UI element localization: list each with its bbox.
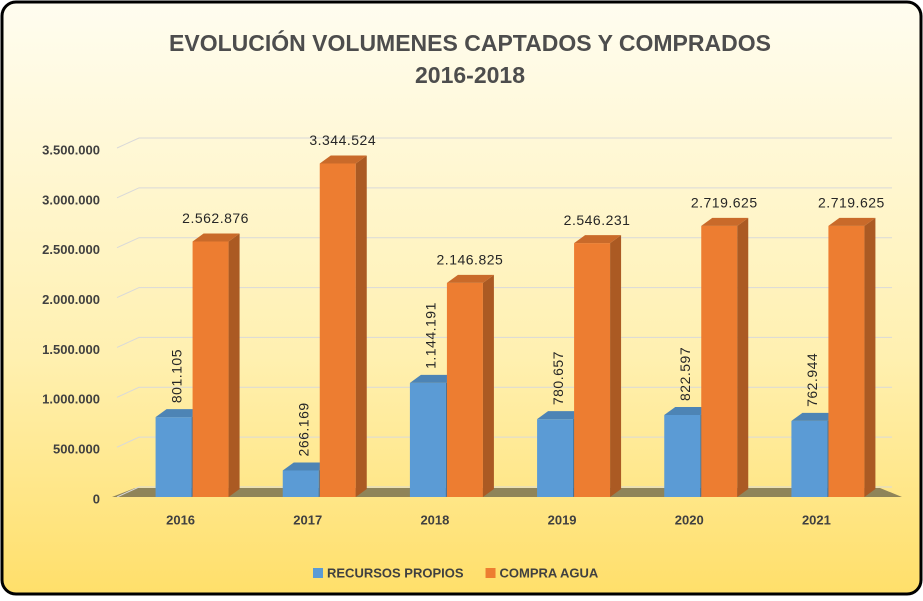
x-tick-label: 2020 [675,512,704,527]
bar-top [282,462,330,471]
bar [446,282,483,497]
data-label: 266.169 [295,402,311,456]
bar [409,382,446,497]
bar-top [409,374,457,383]
grid-line [116,436,892,448]
bar [574,243,611,497]
x-tick-label: 2016 [166,512,195,527]
data-label: 1.144.191 [423,302,439,369]
grid-line [116,336,892,348]
bar-side [355,155,367,497]
bar [664,414,701,497]
bar-top [791,412,839,421]
data-label: 2.546.231 [564,212,631,228]
grid-line [116,137,892,149]
bar-side [482,274,494,497]
bar-top [319,155,367,164]
data-label: 762.944 [804,353,820,407]
grid-line [116,486,892,498]
data-label: 3.344.524 [309,132,376,148]
x-tick-label: 2021 [802,512,831,527]
chart-title: EVOLUCIÓN VOLUMENES CAPTADOS Y COMPRADOS [169,29,771,56]
data-label: 780.657 [550,351,566,405]
data-label: 801.105 [168,349,184,403]
bar-side [737,217,749,498]
bar-top [701,217,749,226]
grid-line [116,386,892,398]
data-label: 2.146.825 [437,252,504,268]
y-tick-label: 0 [93,491,100,506]
bar [828,225,865,498]
bar-top [192,233,240,242]
y-tick-label: 3.500.000 [42,142,100,157]
bar-top [537,411,585,420]
bar-top [155,409,203,418]
bar-top [664,406,712,415]
legend-label: RECURSOS PROPIOS [327,565,464,580]
bar [791,420,828,497]
data-label: 2.719.625 [691,195,758,211]
bar [537,419,574,497]
y-tick-label: 2.500.000 [42,242,100,257]
data-label: 2.719.625 [818,195,885,211]
x-tick-label: 2018 [420,512,449,527]
grid-line [116,187,892,199]
legend-swatch [313,568,323,578]
data-label: 2.562.876 [182,210,249,226]
bar [319,163,356,497]
y-tick-label: 1.000.000 [42,392,100,407]
y-tick-label: 3.000.000 [42,192,100,207]
bar-side [228,233,240,498]
y-tick-label: 500.000 [53,442,100,457]
bar-top [574,235,622,244]
grid-line [116,287,892,299]
chart-title: 2016-2018 [415,62,525,88]
grid-line [116,237,892,249]
bar-top [446,274,494,283]
y-tick-label: 2.000.000 [42,292,100,307]
bar-side [864,217,876,498]
legend-swatch [485,568,496,578]
bar-top [828,217,876,226]
data-label: 822.597 [677,347,693,401]
bar [155,417,192,497]
legend-label: COMPRA AGUA [500,565,599,580]
bar [701,225,738,498]
bar [282,470,319,497]
x-tick-label: 2019 [548,512,577,527]
x-tick-label: 2017 [293,512,322,527]
bar-side [610,235,622,497]
bar [192,241,229,497]
y-tick-label: 1.500.000 [42,342,100,357]
